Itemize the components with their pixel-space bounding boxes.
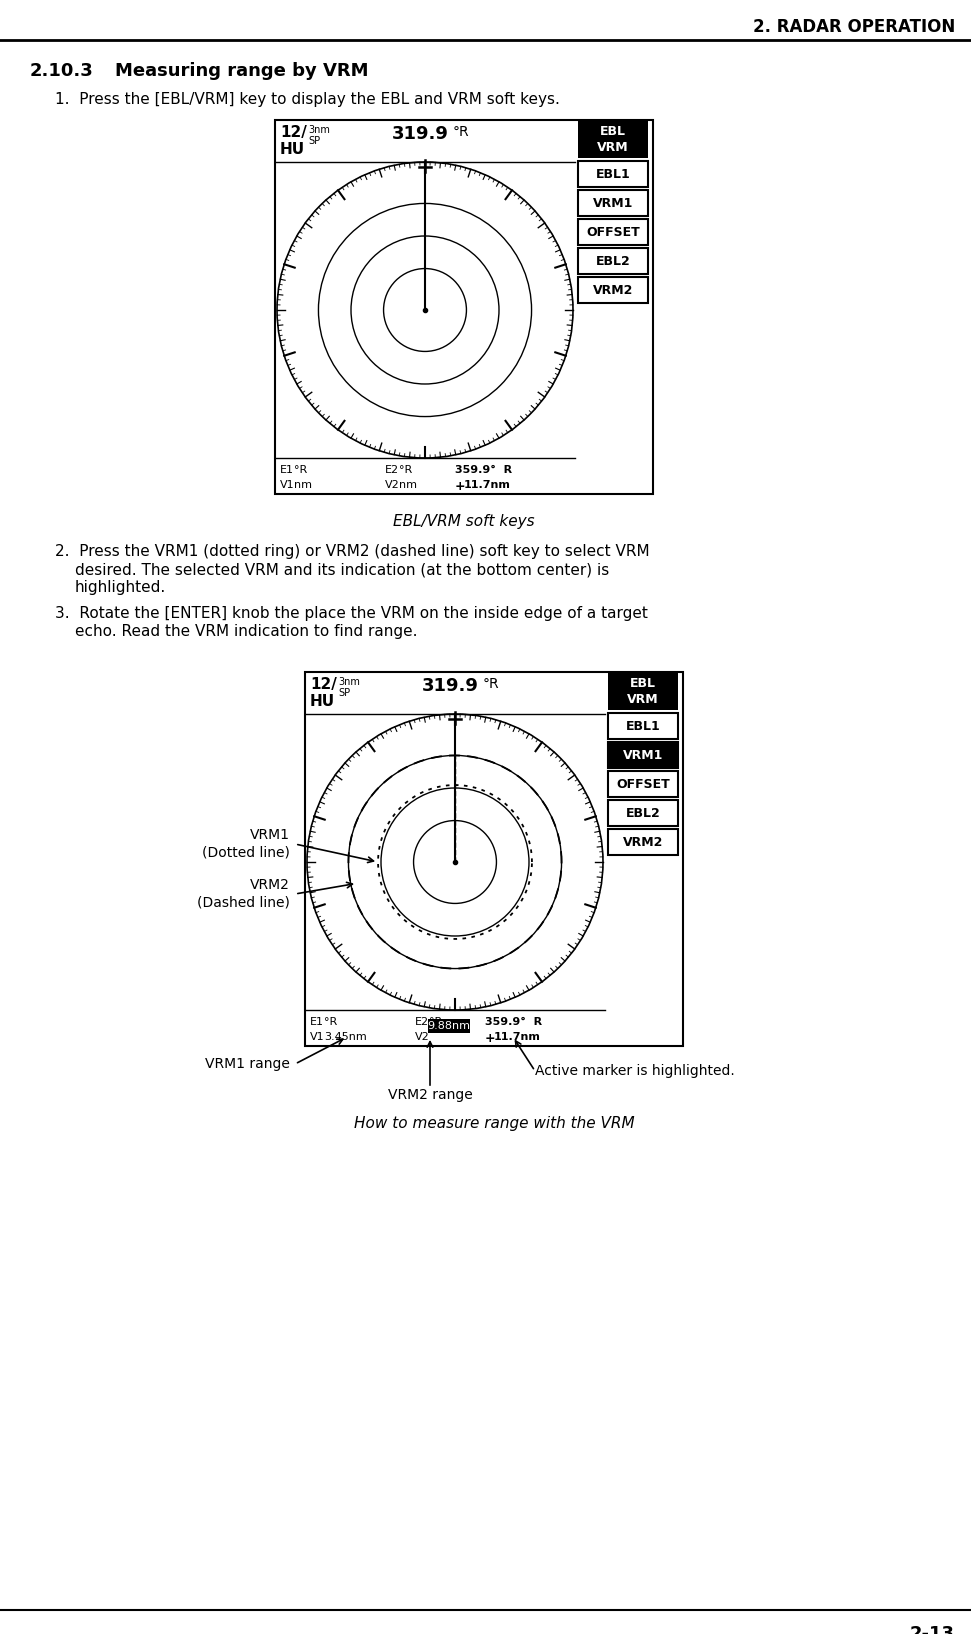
- Text: °R: °R: [399, 466, 413, 475]
- Text: +: +: [455, 480, 466, 493]
- Text: 3.45nm: 3.45nm: [324, 1033, 367, 1042]
- Bar: [608, 771, 678, 797]
- Bar: [578, 219, 648, 245]
- Text: HU: HU: [280, 142, 305, 157]
- Text: 319.9: 319.9: [391, 124, 449, 144]
- Bar: [608, 828, 678, 855]
- Text: °R: °R: [429, 1016, 442, 1028]
- Text: °R: °R: [294, 466, 307, 475]
- Text: Active marker is highlighted.: Active marker is highlighted.: [535, 1064, 735, 1078]
- Bar: [578, 190, 648, 216]
- Text: VRM2
(Dashed line): VRM2 (Dashed line): [197, 879, 290, 910]
- Text: echo. Read the VRM indication to find range.: echo. Read the VRM indication to find ra…: [75, 624, 418, 639]
- Text: 1.  Press the [EBL/VRM] key to display the EBL and VRM soft keys.: 1. Press the [EBL/VRM] key to display th…: [55, 92, 560, 106]
- Text: EBL
VRM: EBL VRM: [627, 676, 658, 706]
- Text: VRM2: VRM2: [593, 284, 633, 296]
- Bar: [578, 119, 648, 158]
- Text: EBL2: EBL2: [625, 807, 660, 820]
- Bar: [305, 672, 683, 1046]
- Bar: [428, 1020, 470, 1033]
- Text: VRM2: VRM2: [622, 835, 663, 848]
- Text: 3.  Rotate the [ENTER] knob the place the VRM on the inside edge of a target: 3. Rotate the [ENTER] knob the place the…: [55, 606, 648, 621]
- Text: VRM1
(Dotted line): VRM1 (Dotted line): [202, 828, 290, 859]
- Text: VRM1: VRM1: [622, 748, 663, 761]
- Text: desired. The selected VRM and its indication (at the bottom center) is: desired. The selected VRM and its indica…: [75, 562, 609, 577]
- Text: 2.  Press the VRM1 (dotted ring) or VRM2 (dashed line) soft key to select VRM: 2. Press the VRM1 (dotted ring) or VRM2 …: [55, 544, 650, 559]
- Text: 2-13: 2-13: [910, 1624, 955, 1634]
- Text: 9.88nm: 9.88nm: [427, 1021, 471, 1031]
- Text: 319.9: 319.9: [421, 676, 479, 694]
- Text: 3nm: 3nm: [308, 124, 330, 136]
- Text: highlighted.: highlighted.: [75, 580, 166, 595]
- Text: V2: V2: [385, 480, 400, 490]
- Text: 2. RADAR OPERATION: 2. RADAR OPERATION: [753, 18, 955, 36]
- Text: EBL2: EBL2: [595, 255, 630, 268]
- Text: °R: °R: [483, 676, 500, 691]
- Bar: [608, 801, 678, 827]
- Text: nm: nm: [294, 480, 312, 490]
- Text: 359.9°  R: 359.9° R: [485, 1016, 542, 1028]
- Text: 12/: 12/: [280, 124, 307, 141]
- Text: 359.9°  R: 359.9° R: [455, 466, 512, 475]
- Text: 3nm: 3nm: [338, 676, 360, 686]
- Text: °R: °R: [324, 1016, 337, 1028]
- Text: E1: E1: [310, 1016, 324, 1028]
- Text: SP: SP: [338, 688, 351, 698]
- Text: °R: °R: [453, 124, 470, 139]
- Bar: [608, 672, 678, 711]
- Text: VRM1: VRM1: [593, 196, 633, 209]
- Text: OFFSET: OFFSET: [586, 225, 640, 239]
- Bar: [578, 278, 648, 302]
- Text: 11.7nm: 11.7nm: [494, 1033, 541, 1042]
- Text: OFFSET: OFFSET: [617, 778, 670, 791]
- Text: 11.7nm: 11.7nm: [464, 480, 511, 490]
- Text: V1: V1: [310, 1033, 324, 1042]
- Bar: [275, 119, 653, 493]
- Text: 2.10.3: 2.10.3: [30, 62, 94, 80]
- Text: V2: V2: [415, 1033, 430, 1042]
- Text: E1: E1: [280, 466, 294, 475]
- Bar: [608, 742, 678, 768]
- Text: EBL1: EBL1: [625, 719, 660, 732]
- Bar: [608, 712, 678, 739]
- Bar: [578, 248, 648, 275]
- Text: VRM1 range: VRM1 range: [205, 1057, 290, 1070]
- Text: +: +: [485, 1033, 495, 1046]
- Text: EBL
VRM: EBL VRM: [597, 124, 629, 154]
- Text: HU: HU: [310, 694, 335, 709]
- Text: E2: E2: [415, 1016, 429, 1028]
- Text: 12/: 12/: [310, 676, 337, 693]
- Text: V1: V1: [280, 480, 294, 490]
- Text: VRM2 range: VRM2 range: [387, 1088, 472, 1101]
- Bar: [578, 162, 648, 186]
- Text: nm: nm: [399, 480, 417, 490]
- Text: E2: E2: [385, 466, 399, 475]
- Text: EBL1: EBL1: [595, 168, 630, 180]
- Text: Measuring range by VRM: Measuring range by VRM: [115, 62, 369, 80]
- Text: SP: SP: [308, 136, 320, 145]
- Text: EBL/VRM soft keys: EBL/VRM soft keys: [393, 515, 535, 529]
- Text: How to measure range with the VRM: How to measure range with the VRM: [353, 1116, 634, 1131]
